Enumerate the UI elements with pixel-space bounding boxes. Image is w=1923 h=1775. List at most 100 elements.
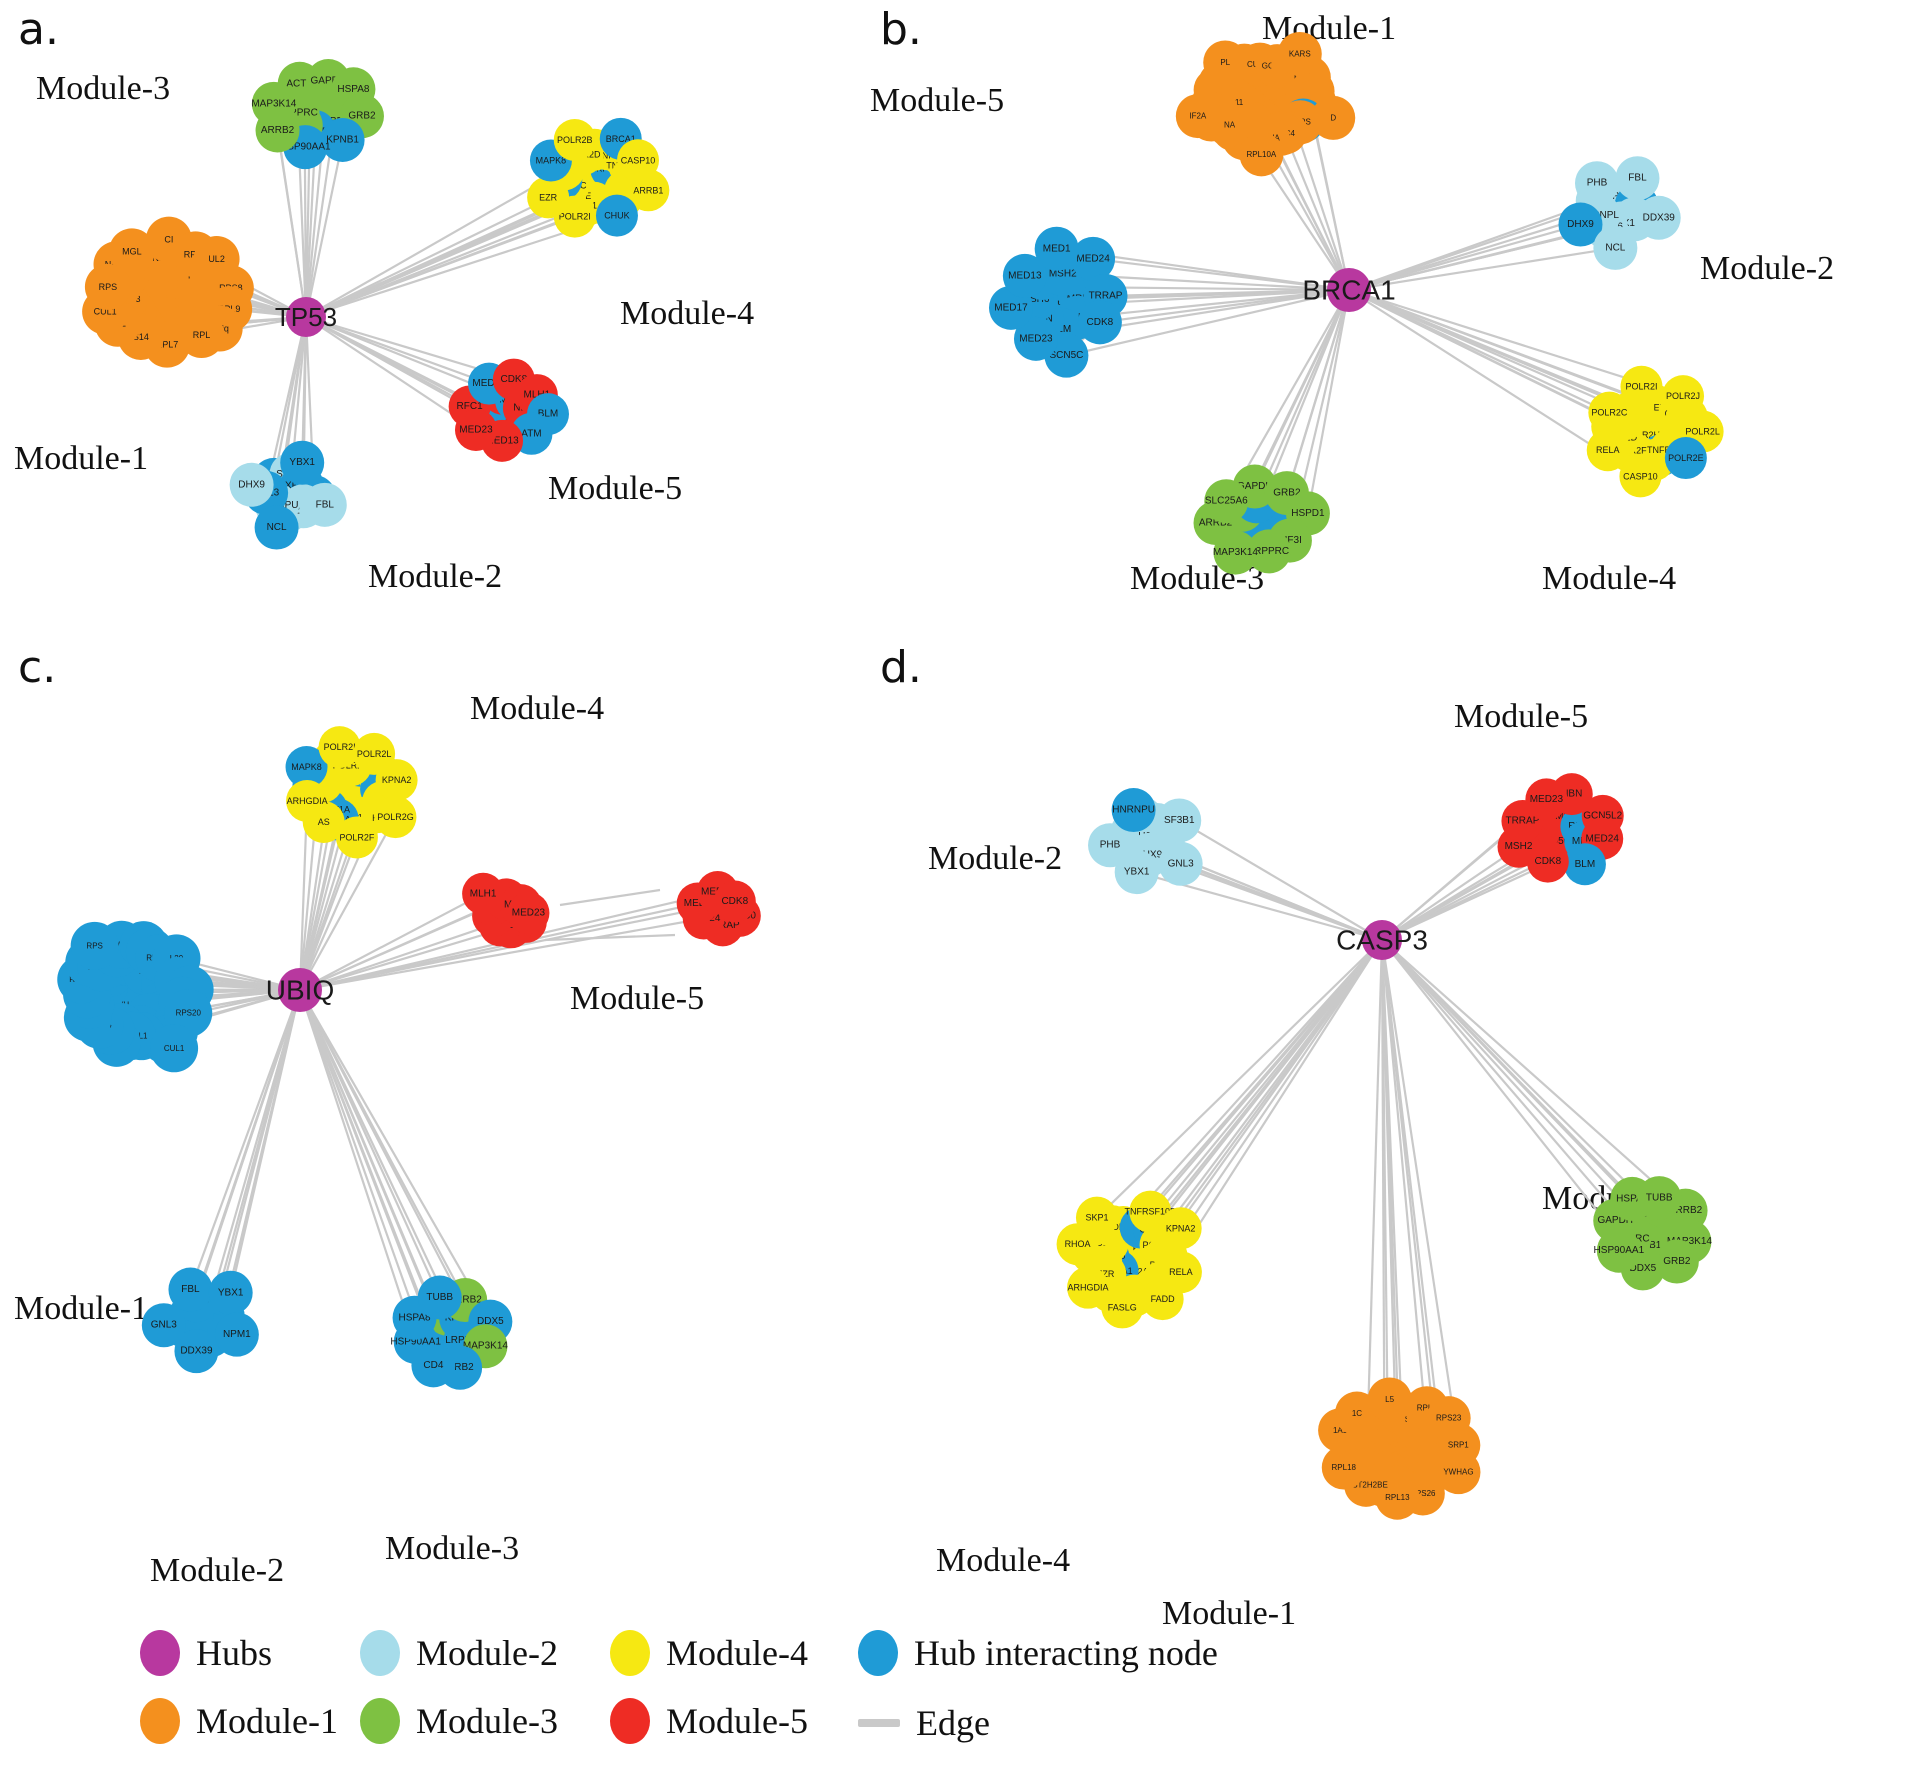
network-node[interactable]: MED23 (1525, 778, 1568, 821)
panel-a-module-1-label: Module-1 (14, 440, 149, 477)
hub-edge (299, 892, 484, 991)
panel-a-module-4-label: Module-4 (620, 295, 755, 332)
node-circle (1239, 132, 1284, 177)
network-node[interactable]: EZR (527, 176, 570, 219)
network-node[interactable]: CDK8 (713, 880, 756, 923)
node-circle (208, 1270, 253, 1315)
hub-edge (1381, 939, 1644, 1212)
network-node[interactable]: CDK8 (1077, 300, 1122, 345)
network-node[interactable]: NCL (1593, 225, 1638, 270)
node-circle (1075, 1196, 1118, 1239)
panel-b-module-5-label: Module-5 (870, 82, 1005, 119)
network-node[interactable]: FADD (1141, 1278, 1184, 1321)
network-node[interactable]: RELA (1586, 429, 1629, 472)
network-node[interactable]: BLM (1563, 843, 1606, 886)
panel-c-module-1-label: Module-1 (14, 1290, 149, 1327)
hub-edge (1306, 289, 1351, 514)
node-circle (1654, 1239, 1699, 1284)
hub-edge (1348, 199, 1599, 292)
node-circle (1311, 95, 1356, 140)
network-node[interactable]: MLH1 (462, 872, 505, 915)
node-circle (1277, 31, 1322, 76)
node-circle (627, 169, 670, 212)
network-node[interactable]: YBX1 (208, 1270, 253, 1315)
hub-edge (298, 989, 441, 1298)
network-node[interactable]: TUBB (1637, 1176, 1682, 1221)
hub-edge (1099, 288, 1350, 324)
panel-a-module-3-label: Module-3 (36, 70, 171, 107)
network-node[interactable]: POLR2E (1664, 437, 1707, 480)
hub-edge (1348, 246, 1616, 292)
network-node[interactable]: YBX1 (280, 440, 325, 485)
network-node[interactable]: ARHGDIA (1067, 1266, 1110, 1309)
network-node[interactable]: TUBB (417, 1275, 462, 1320)
node-circle (1637, 1176, 1682, 1221)
network-node[interactable]: KARS (1277, 31, 1322, 76)
node-circle (70, 921, 119, 970)
node-circle (318, 726, 361, 769)
network-node[interactable]: SKP1 (1075, 1196, 1118, 1239)
node-circle (1620, 365, 1663, 408)
node-circle (285, 746, 328, 789)
network-node[interactable]: RPS (84, 263, 131, 310)
network-node[interactable]: FBL (302, 482, 347, 527)
network-node[interactable]: FBL (1615, 156, 1660, 201)
network-node[interactable]: DDX39 (1636, 195, 1681, 240)
network-node[interactable]: PHB (1574, 161, 1619, 206)
network-node[interactable]: RPS (70, 921, 119, 970)
edge (544, 933, 676, 942)
hub-edge (1153, 939, 1383, 1231)
network-node[interactable]: POLR2B (553, 118, 596, 161)
hub-edge (298, 989, 435, 1332)
network-node[interactable]: MED23 (454, 408, 497, 451)
node-circle (302, 482, 347, 527)
network-node[interactable]: ARHGDIA (286, 779, 329, 822)
network-node[interactable]: PL (1203, 40, 1248, 85)
node-circle (1002, 253, 1047, 298)
panel-c-module-2-label: Module-2 (150, 1552, 285, 1589)
panel-letter-d: d. (880, 642, 922, 693)
network-node[interactable]: MED1 (1034, 226, 1079, 271)
node-circle (454, 408, 497, 451)
node-circle (462, 872, 505, 915)
network-node[interactable]: SF3B1 (1157, 798, 1202, 843)
network-node[interactable]: IF2A (1175, 94, 1220, 139)
network-node[interactable]: HNRNPU (1111, 788, 1156, 833)
node-circle (374, 796, 417, 839)
node-circle (1246, 529, 1291, 574)
network-node[interactable]: CUL1 (150, 1024, 199, 1073)
node-circle (1141, 1278, 1184, 1321)
panel-b-module-4-label: Module-4 (1542, 560, 1677, 597)
node-circle (1664, 437, 1707, 480)
network-node[interactable]: KPNA2 (375, 759, 418, 802)
network-node[interactable]: SLC25A6 (1204, 479, 1249, 524)
network-node[interactable]: RPL10A (1239, 132, 1284, 177)
panel-b-network: RFC1ATMMRE11AMLH1BLMNBNMSH6RAD50MSH2MED2… (988, 31, 1724, 575)
panel-b-module-2-label: Module-2 (1700, 250, 1835, 287)
hub-edge (299, 919, 506, 992)
network-node[interactable]: GNL3 (1158, 841, 1203, 886)
network-node[interactable]: CHUK (595, 194, 638, 237)
edge (559, 888, 661, 907)
network-node[interactable]: NCL (254, 505, 299, 550)
node-circle (1175, 94, 1220, 139)
network-node[interactable]: KPNB1 (320, 117, 365, 162)
network-node[interactable]: POLR2G (374, 796, 417, 839)
network-node[interactable]: POLR2I (1620, 365, 1663, 408)
node-circle (1619, 455, 1662, 498)
node-circle (1662, 375, 1705, 418)
network-node[interactable]: CASP10 (1619, 455, 1662, 498)
network-node[interactable]: MED23 (507, 891, 550, 934)
node-circle (1159, 1207, 1202, 1250)
network-node[interactable]: GNL3 (141, 1303, 186, 1348)
network-node[interactable]: NPM1 (214, 1312, 259, 1357)
panel-c: c. Module-4 Module-5 Module-1 Module-2 M… (0, 640, 860, 1630)
node-circle (1203, 40, 1248, 85)
network-node[interactable]: DHX9 (229, 462, 274, 507)
network-node[interactable]: D (1311, 95, 1356, 140)
network-node[interactable]: POLR2J (1662, 375, 1705, 418)
node-circle (1034, 226, 1079, 271)
network-node[interactable]: KPNA2 (1159, 1207, 1202, 1250)
network-node[interactable]: FBL (168, 1267, 213, 1312)
